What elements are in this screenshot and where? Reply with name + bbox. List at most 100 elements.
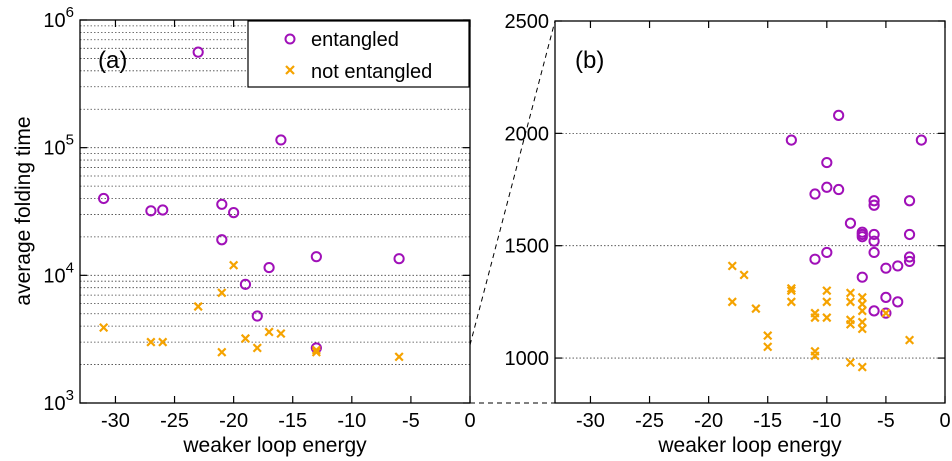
entangled-point [216, 198, 228, 210]
legend-entangled-label: entangled [311, 29, 399, 51]
not-entangled-point [229, 260, 239, 270]
panel-a-y-ticks: 103 104 105 106 [43, 4, 470, 415]
entangled-point [903, 251, 916, 263]
entangled-point [809, 253, 821, 265]
entangled-point [239, 278, 252, 290]
entangled-point [192, 46, 204, 58]
entangled-point [868, 235, 880, 247]
not-entangled-point [904, 335, 915, 345]
entangled-point [903, 228, 916, 241]
x-tick-label: -5 [877, 410, 895, 432]
x-tick-label: -10 [812, 410, 841, 432]
not-entangled-point [146, 337, 156, 347]
x-tick-label: -25 [160, 410, 189, 432]
entangled-point [844, 217, 857, 229]
entangled-point [892, 260, 904, 272]
not-entangled-point [217, 347, 227, 357]
x-tick-label: -20 [219, 410, 248, 432]
not-entangled-point [845, 357, 856, 368]
entangled-point [821, 156, 833, 169]
panel-a-tag: (a) [98, 47, 127, 74]
y-tick-label: 2500 [505, 11, 550, 33]
panel-a-x-axis-label: weaker loop energy [182, 434, 367, 457]
not-entangled-point [99, 322, 109, 333]
panel-a-frame [79, 19, 471, 404]
panel-a-marks [98, 46, 405, 362]
not-entangled-point [311, 345, 321, 355]
not-entangled-point [394, 352, 404, 362]
not-entangled-point [786, 297, 796, 307]
not-entangled-point [217, 288, 227, 298]
legend-not-entangled-marker [285, 65, 295, 75]
entangled-point [856, 271, 868, 283]
not-entangled-point [727, 297, 737, 307]
not-entangled-point [822, 286, 832, 296]
not-entangled-point [845, 319, 856, 329]
entangled-point [915, 134, 927, 146]
entangled-point [228, 207, 240, 219]
x-tick-label: 0 [939, 410, 950, 432]
not-entangled-point [857, 306, 867, 316]
not-entangled-point [158, 337, 168, 347]
not-entangled-point [276, 328, 286, 339]
legend: entangled not entangled [247, 20, 470, 88]
x-tick-label: -10 [337, 410, 366, 432]
not-entangled-point [727, 261, 737, 271]
entangled-point [892, 296, 904, 308]
entangled-point [157, 204, 169, 216]
y-tick-label: 2000 [505, 123, 550, 145]
panel-b-x-axis-label: weaker loop energy [657, 434, 842, 457]
x-tick-label: -30 [101, 410, 130, 432]
not-entangled-point [881, 308, 891, 318]
legend-box [247, 20, 470, 88]
not-entangled-point [857, 299, 867, 309]
x-tick-label: -5 [402, 410, 420, 432]
entangled-point [310, 251, 322, 263]
entangled-point [263, 261, 275, 274]
entangled-point [821, 181, 833, 193]
entangled-point [868, 199, 880, 211]
entangled-point [216, 234, 228, 246]
legend-entangled-marker [284, 33, 296, 45]
entangled-point [833, 183, 845, 196]
entangled-point [903, 255, 916, 268]
x-tick-label: -20 [694, 410, 723, 432]
entangled-point [868, 228, 880, 241]
entangled-point [809, 188, 821, 200]
entangled-point [393, 253, 405, 265]
panel-b-marks [727, 109, 927, 372]
not-entangled-point [786, 283, 796, 293]
y-tick-label: 105 [43, 132, 74, 160]
not-entangled-point [786, 286, 796, 296]
panel-a-y-axis-label: average folding time [12, 116, 35, 305]
panel-b-y-ticks: 1000 1500 2000 2500 [505, 11, 945, 370]
entangled-point [833, 109, 845, 121]
not-entangled-point [193, 301, 203, 312]
panel-a: -30 -25 -20 -15 -10 -5 0 103 104 105 106 (a) weak… [12, 4, 476, 457]
entangled-point [821, 246, 833, 259]
entangled-point [880, 291, 892, 303]
entangled-point [145, 205, 157, 217]
not-entangled-point [857, 362, 867, 372]
entangled-point [98, 192, 110, 205]
not-entangled-point [845, 297, 856, 307]
not-entangled-point [857, 292, 867, 302]
not-entangled-point [763, 342, 773, 352]
entangled-point [880, 307, 892, 319]
entangled-point [868, 305, 880, 317]
zoom-connector-top [469, 20, 556, 346]
entangled-point [903, 195, 916, 207]
panel-b-frame [554, 20, 946, 404]
not-entangled-point [857, 317, 867, 327]
entangled-point [868, 195, 880, 207]
panel-b-gridlines [555, 132, 945, 359]
y-tick-label: 104 [43, 259, 74, 287]
entangled-point [856, 231, 868, 243]
y-tick-label: 103 [43, 387, 74, 415]
entangled-point [275, 134, 287, 146]
entangled-point [785, 134, 797, 146]
panel-b-x-ticks: -30 -25 -20 -15 -10 -5 0 [576, 21, 951, 432]
not-entangled-point [751, 304, 761, 314]
